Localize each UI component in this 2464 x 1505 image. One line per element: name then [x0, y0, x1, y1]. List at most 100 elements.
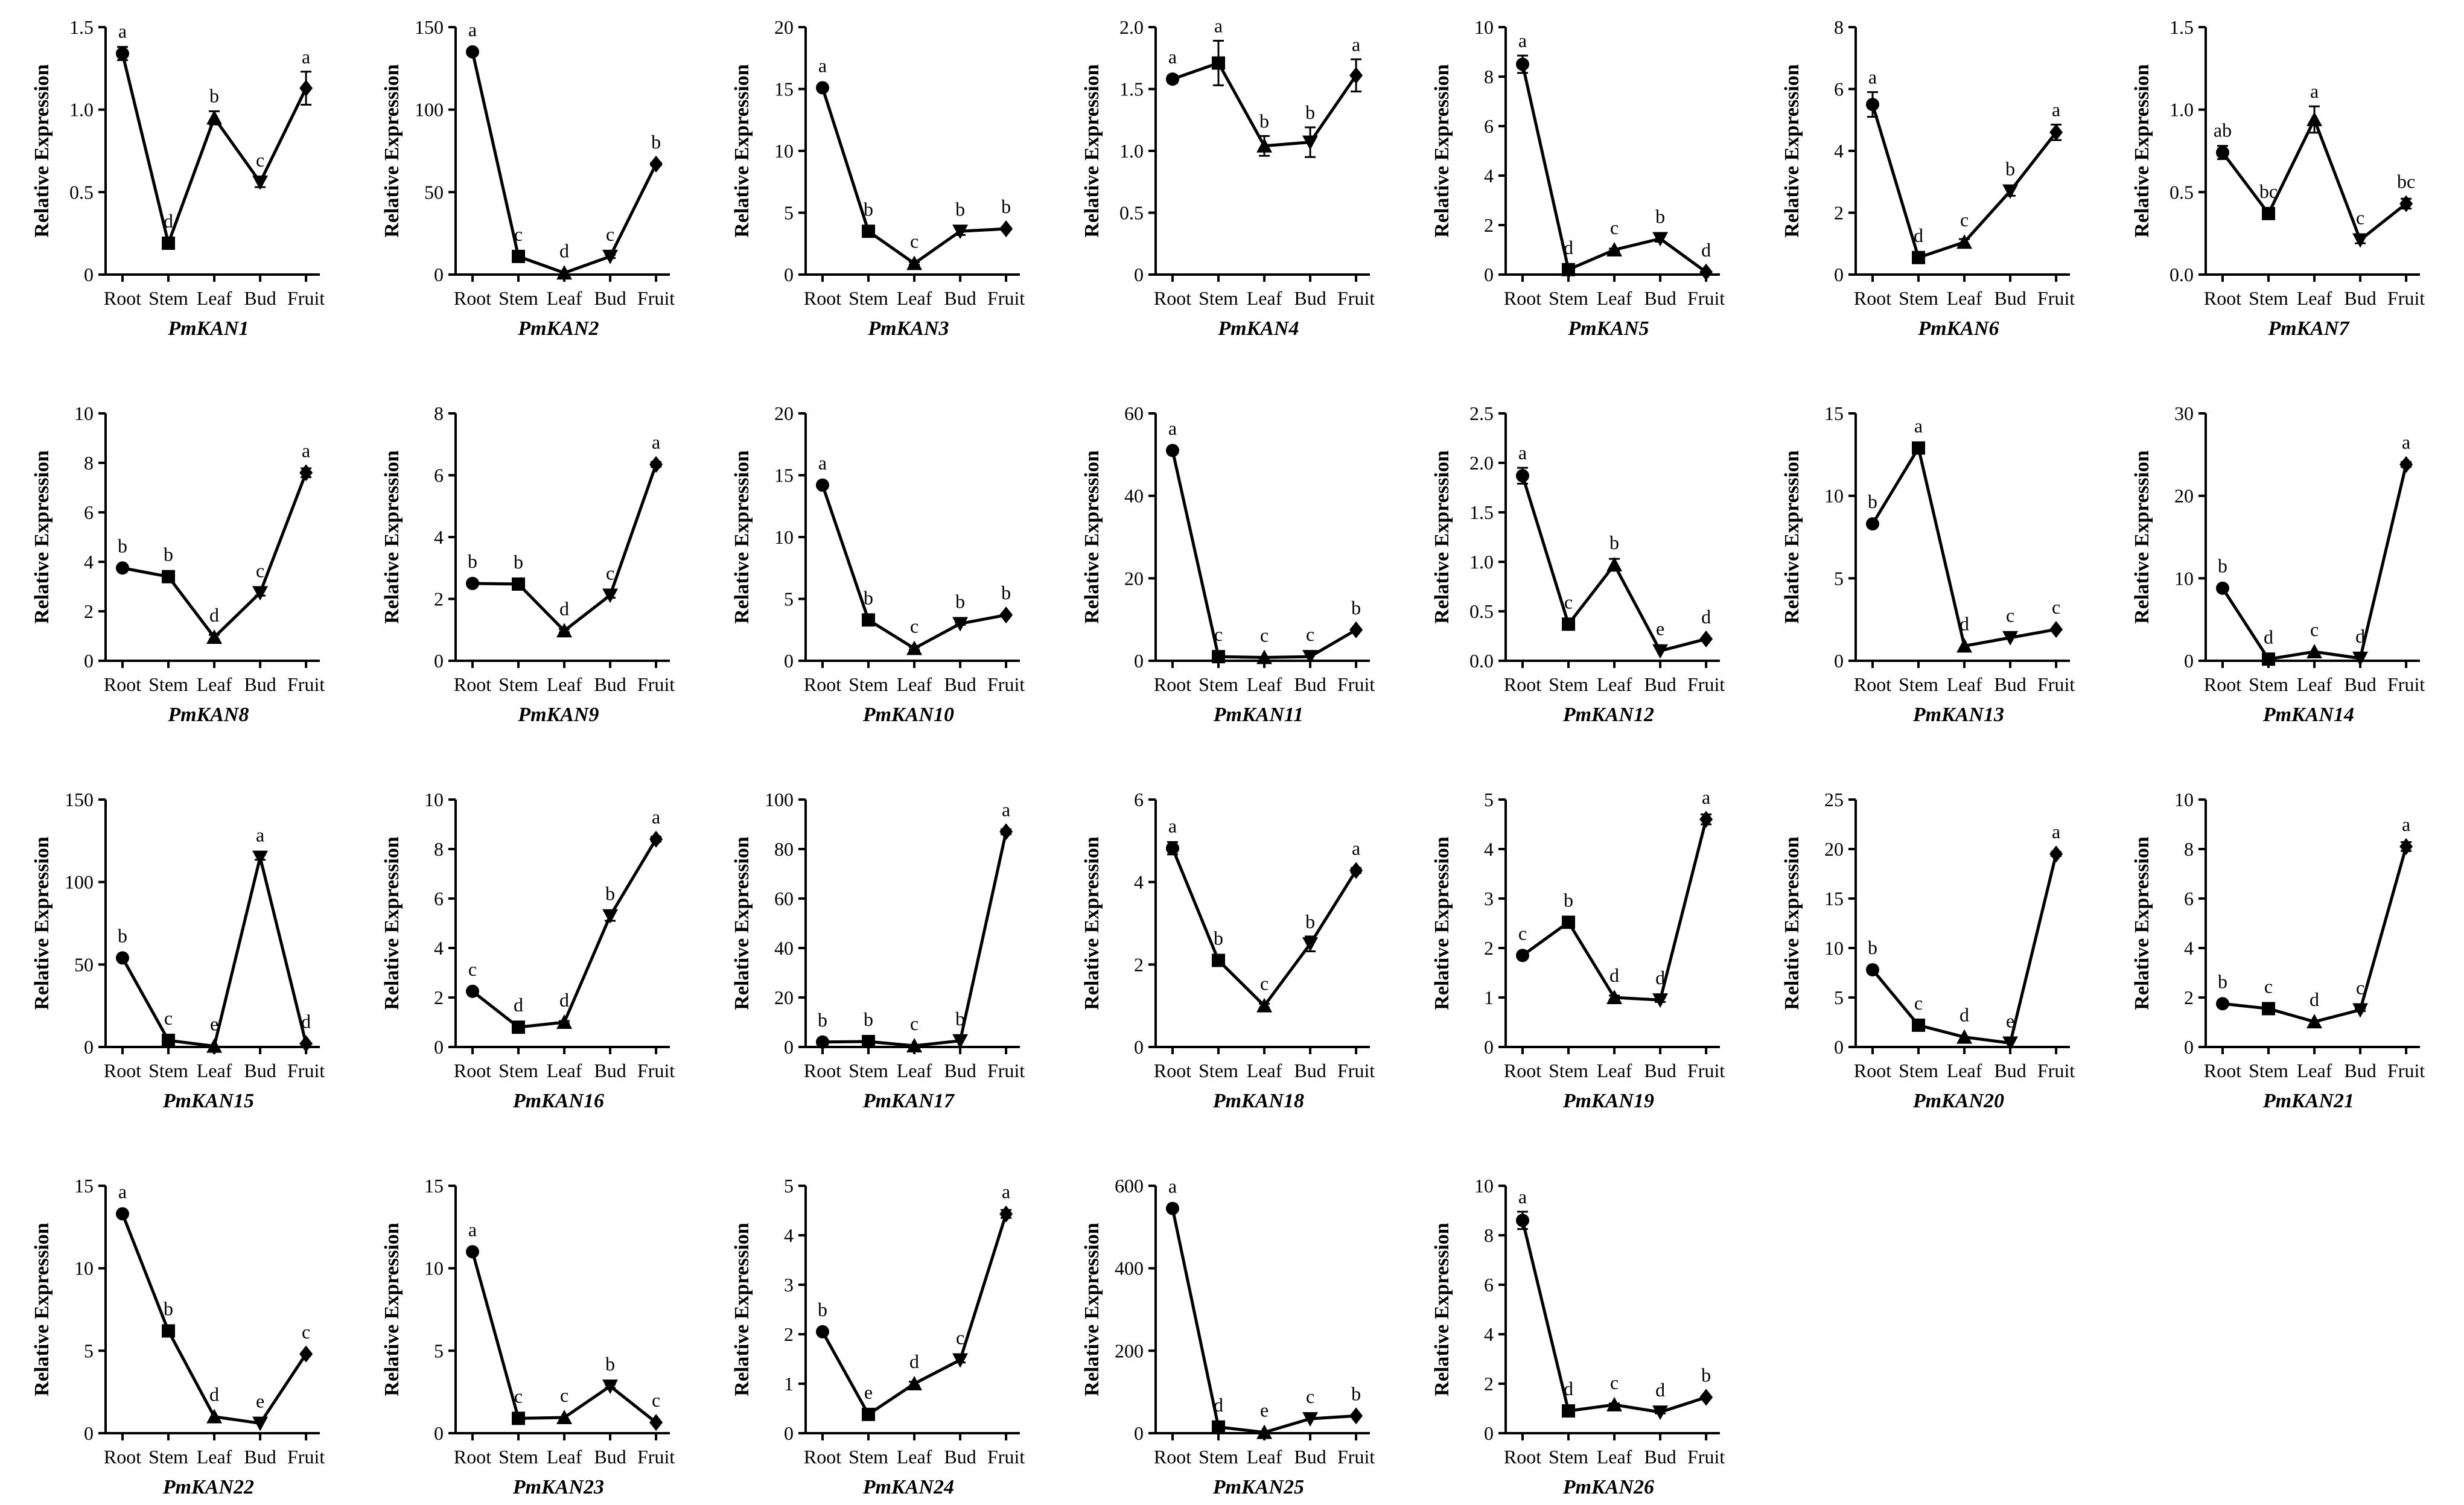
x-tick-label: Bud [1994, 673, 2026, 695]
significance-letter: c [468, 958, 477, 980]
gene-title: PmKAN10 [862, 704, 954, 726]
data-point-leaf [206, 1038, 223, 1053]
x-tick-label: Fruit [1687, 287, 1725, 309]
chart-panel-6: 0 2 4 6 8 Relative Expression Root Stem Leaf Bud F… [1781, 16, 2075, 340]
significance-letter: c [560, 1384, 568, 1406]
x-tick-label: Fruit [2037, 287, 2075, 309]
x-tick-label: Stem [1899, 673, 1938, 695]
x-tick-label: Fruit [2387, 1060, 2425, 1081]
data-point-root [116, 46, 129, 60]
data-point-stem [512, 577, 526, 591]
y-tick-label: 1.5 [69, 16, 94, 38]
gene-title: PmKAN4 [1217, 317, 1299, 340]
significance-letter: a [2052, 821, 2060, 842]
significance-letter: b [955, 1008, 965, 1029]
data-point-root [1166, 1201, 1179, 1215]
y-tick-label: 8 [1484, 1224, 1494, 1246]
gene-title: PmKAN24 [862, 1476, 954, 1498]
significance-letter: b [1001, 582, 1011, 603]
y-tick-label: 6 [2184, 888, 2194, 909]
x-tick-label: Fruit [1337, 673, 1375, 695]
x-tick-label: Bud [594, 673, 626, 695]
y-tick-label: 10 [2174, 789, 2194, 810]
x-tick-label: Root [2204, 673, 2241, 695]
y-tick-label: 5 [1834, 567, 1844, 589]
y-tick-label: 15 [74, 1175, 94, 1197]
significance-letter: b [468, 550, 477, 572]
y-tick-label: 0.0 [2170, 264, 2194, 285]
data-point-bud [2352, 651, 2369, 666]
x-tick-label: Bud [944, 287, 976, 309]
x-tick-label: Stem [1549, 1446, 1588, 1468]
significance-letter: b [864, 587, 873, 608]
gene-title: PmKAN17 [862, 1090, 955, 1112]
data-point-root [2216, 145, 2229, 159]
y-tick-label: 2.5 [1469, 402, 1494, 424]
y-tick-label: 0 [1834, 1036, 1844, 1058]
significance-letter: b [164, 544, 173, 565]
significance-letter: d [1564, 1378, 1573, 1399]
significance-letter: a [1168, 1176, 1177, 1197]
y-tick-label: 8 [434, 402, 444, 424]
y-axis-title: Relative Expression [31, 836, 53, 1010]
gene-title: PmKAN21 [2262, 1090, 2354, 1112]
y-tick-label: 10 [1824, 937, 1844, 959]
x-tick-label: Bud [1294, 287, 1326, 309]
x-tick-label: Bud [1294, 673, 1326, 695]
y-tick-label: 0 [84, 1422, 94, 1444]
y-tick-label: 5 [784, 1175, 794, 1197]
significance-letter: a [652, 431, 660, 453]
y-axis-title: Relative Expression [381, 836, 403, 1010]
significance-letter: c [606, 562, 614, 584]
y-tick-label: 20 [774, 16, 794, 38]
data-point-root [1166, 841, 1179, 855]
x-tick-label: Stem [2249, 1060, 2288, 1081]
significance-letter: a [2402, 813, 2410, 835]
data-point-fruit [649, 456, 663, 473]
x-tick-label: Stem [498, 1446, 538, 1468]
x-tick-label: Leaf [1597, 1060, 1632, 1081]
data-point-bud [1302, 135, 1319, 150]
data-point-leaf [206, 629, 223, 644]
significance-letter: c [1306, 1386, 1314, 1407]
significance-letter: bc [2397, 170, 2415, 192]
y-tick-label: 4 [1484, 838, 1494, 860]
significance-letter: a [1518, 1186, 1527, 1208]
x-tick-label: Stem [498, 673, 538, 695]
x-tick-label: Stem [1199, 1446, 1238, 1468]
data-point-leaf [1956, 1029, 1973, 1044]
x-tick-label: Bud [944, 1446, 976, 1468]
y-tick-label: 100 [765, 789, 794, 810]
x-tick-label: Fruit [637, 673, 675, 695]
y-axis-title: Relative Expression [1781, 836, 1803, 1010]
data-point-fruit [1699, 1389, 1713, 1406]
data-point-bud [252, 850, 269, 865]
data-point-root [816, 478, 829, 492]
significance-letter: a [1518, 442, 1527, 463]
significance-letter: a [2310, 80, 2319, 102]
y-tick-label: 1.5 [1469, 501, 1494, 523]
significance-letter: e [1656, 618, 1664, 640]
data-point-bud [952, 1353, 969, 1368]
data-point-bud [952, 617, 969, 632]
significance-letter: c [1260, 973, 1269, 994]
significance-letter: b [118, 535, 127, 556]
y-tick-label: 80 [774, 838, 794, 860]
significance-letter: d [1959, 1004, 1969, 1026]
y-tick-label: 8 [1484, 66, 1494, 88]
y-tick-label: 400 [1115, 1258, 1144, 1279]
significance-letter: c [514, 1385, 523, 1407]
data-point-bud [2002, 631, 2019, 646]
chart-panel-20: 0 5 10 15 20 25 Relative Expression Root Stem Lea… [1781, 789, 2075, 1112]
x-tick-label: Root [1854, 287, 1891, 309]
gene-title: PmKAN6 [1917, 317, 1999, 340]
significance-letter: a [1002, 798, 1010, 820]
data-point-stem [1562, 1404, 1576, 1418]
gene-title: PmKAN23 [512, 1476, 604, 1498]
y-tick-label: 2 [1834, 202, 1844, 224]
x-tick-label: Fruit [987, 287, 1025, 309]
data-point-leaf [556, 623, 573, 638]
x-tick-label: Bud [1994, 1060, 2026, 1081]
significance-letter: a [302, 439, 310, 461]
